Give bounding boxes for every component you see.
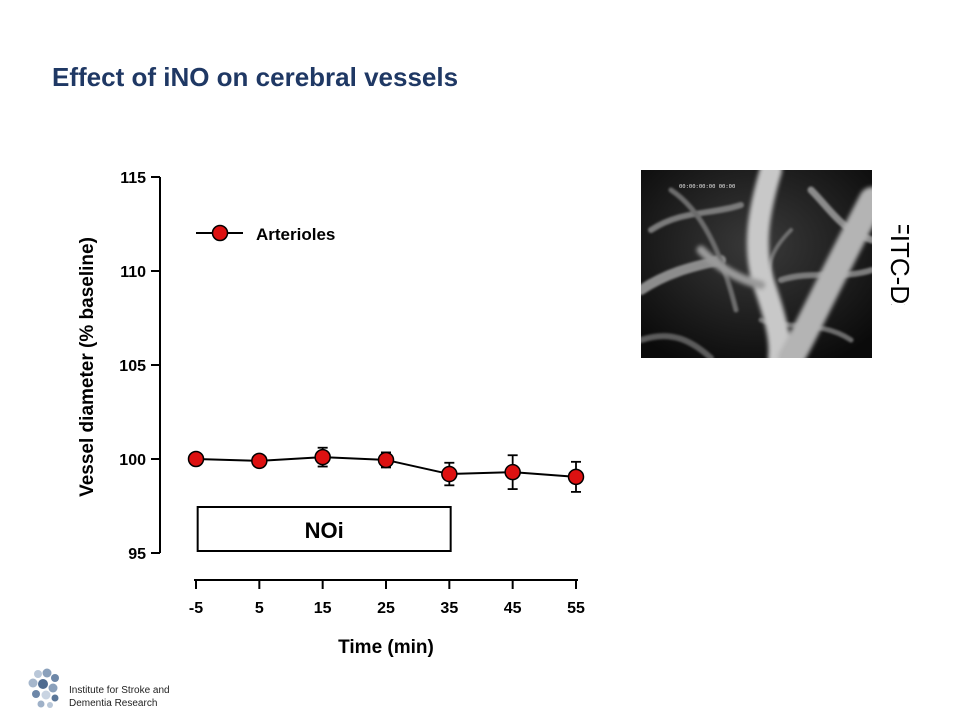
fitc-dextran-micrograph: 00:00:00:00 00:00 [641,170,872,358]
brain-icon [28,668,59,708]
x-axis-label: Time (min) [338,637,434,658]
data-point [504,463,521,481]
fitc-dx-label: FITC-Dx [885,225,915,305]
fitc-dx-label-container: FITC-Dx [885,225,915,305]
x-tick-label: 15 [314,600,332,617]
y-tick-label: 100 [119,452,146,469]
institution-name: Institute for Stroke and Dementia Resear… [69,684,170,710]
noi-annotation: NOi [196,506,452,552]
x-axis: -5 5 15 25 35 45 55 [189,579,585,617]
legend: Arterioles [196,224,335,244]
slide-title: Effect of iNO on cerebral vessels [52,62,459,92]
noi-box [196,506,452,552]
y-tick-label: 105 [119,358,146,375]
x-tick-label: 25 [377,600,395,617]
data-point [314,448,331,466]
institute-logo [28,668,59,708]
y-axis-label: Vessel diameter (% baseline) [77,237,98,497]
institution-line-2: Dementia Research [69,698,158,709]
x-tick-label: -5 [189,600,203,617]
x-tick-label: 45 [504,600,522,617]
legend-label-arterioles: Arterioles [256,225,335,244]
y-axis: 95 100 105 110 115 [119,170,161,563]
y-tick-label: 95 [128,546,146,563]
legend-marker [211,224,229,242]
data-point [441,465,458,483]
micrograph-timestamp: 00:00:00:00 00:00 [679,184,735,190]
data-point [187,450,205,468]
data-point [251,452,268,470]
x-tick-label: 55 [567,600,585,617]
y-tick-label: 110 [120,264,146,281]
data-point [377,451,395,469]
x-tick-label: 35 [440,600,458,617]
noi-label: NOi [305,518,344,543]
institution-line-1: Institute for Stroke and [69,685,170,696]
x-tick-label: 5 [255,600,264,617]
data-point [567,468,585,486]
y-tick-label: 115 [120,170,146,187]
arterioles-points [187,448,585,486]
